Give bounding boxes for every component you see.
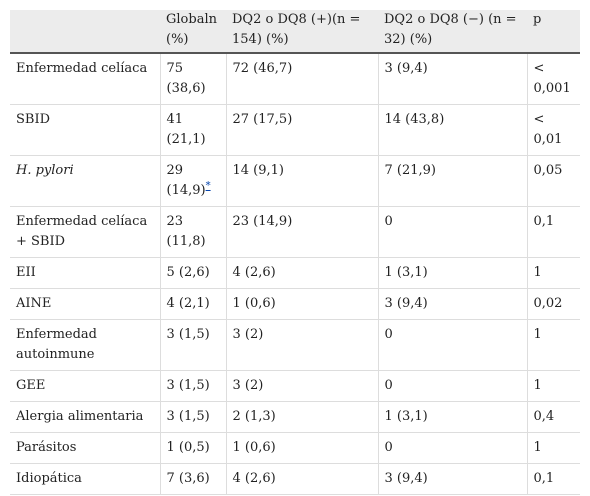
- cell-dq-negative: 7 (21,9): [377, 155, 527, 207]
- cell-dq-negative: 1 (3,1): [377, 401, 527, 433]
- header-dq-negative: DQ2 o DQ8 (−) (n = 32) (%): [378, 10, 527, 54]
- table-row: EII 5 (2,6) 4 (2,6) 1 (3,1) 1: [10, 257, 580, 289]
- cell-p-value: 0,1: [526, 206, 580, 258]
- table-row: H. pylori 29 (14,9)* 14 (9,1) 7 (21,9) 0…: [10, 155, 580, 207]
- footnote-link[interactable]: *: [205, 180, 211, 192]
- cell-global: 4 (2,1): [159, 288, 226, 320]
- cell-p-value: 1: [526, 257, 580, 289]
- table-row: Parásitos 1 (0,5) 1 (0,6) 0 1: [10, 432, 580, 464]
- cell-dq-negative: 14 (43,8): [377, 104, 527, 156]
- table-row: Enfermedad autoinmune 3 (1,5) 3 (2) 0 1: [10, 319, 580, 371]
- table-row: GEE 3 (1,5) 3 (2) 0 1: [10, 370, 580, 402]
- cell-p-value: 1: [526, 370, 580, 402]
- row-label: AINE: [10, 288, 160, 320]
- cell-global-value: 29 (14,9): [166, 163, 206, 198]
- cell-dq-positive: 2 (1,3): [225, 401, 378, 433]
- cell-dq-negative: 3 (9,4): [377, 288, 527, 320]
- row-label: H. pylori: [10, 155, 160, 207]
- row-label: GEE: [10, 370, 160, 402]
- cell-global: 29 (14,9)*: [159, 155, 226, 207]
- table-row: Enfermedad celíaca 75 (38,6) 72 (46,7) 3…: [10, 53, 580, 105]
- header-p-value: p: [527, 10, 580, 54]
- table-row: AINE 4 (2,1) 1 (0,6) 3 (9,4) 0,02: [10, 288, 580, 320]
- row-label: Alergia alimentaria: [10, 401, 160, 433]
- header-dq-positive: DQ2 o DQ8 (+)(n = 154) (%): [226, 10, 378, 54]
- row-label: Enfermedad autoinmune: [10, 319, 160, 371]
- row-label: Enfermedad celíaca + SBID: [10, 206, 160, 258]
- cell-dq-negative: 0: [377, 206, 527, 258]
- table-row: Idiopática 7 (3,6) 4 (2,6) 3 (9,4) 0,1: [10, 463, 580, 495]
- cell-dq-positive: 72 (46,7): [225, 53, 378, 105]
- cell-p-value: 0,1: [526, 463, 580, 495]
- cell-global: 1 (0,5): [159, 432, 226, 464]
- header-blank: [10, 10, 160, 54]
- cell-global: 3 (1,5): [159, 319, 226, 371]
- header-global: Globaln (%): [160, 10, 226, 54]
- cell-dq-negative: 0: [377, 370, 527, 402]
- cell-dq-negative: 0: [377, 432, 527, 464]
- row-label: Idiopática: [10, 463, 160, 495]
- cell-dq-negative: 3 (9,4): [377, 463, 527, 495]
- cell-p-value: 0,4: [526, 401, 580, 433]
- cell-dq-positive: 3 (2): [225, 370, 378, 402]
- cell-dq-positive: 23 (14,9): [225, 206, 378, 258]
- cell-dq-positive: 1 (0,6): [225, 432, 378, 464]
- cell-p-value: 0,02: [526, 288, 580, 320]
- cell-p-value: 1: [526, 319, 580, 371]
- cell-p-value: 1: [526, 432, 580, 464]
- cell-global: 41 (21,1): [159, 104, 226, 156]
- cell-dq-positive: 3 (2): [225, 319, 378, 371]
- cell-dq-positive: 4 (2,6): [225, 257, 378, 289]
- row-label: Parásitos: [10, 432, 160, 464]
- cell-dq-negative: 1 (3,1): [377, 257, 527, 289]
- row-label: EII: [10, 257, 160, 289]
- cell-p-value: 0,05: [526, 155, 580, 207]
- cell-p-value: < 0,01: [526, 104, 580, 156]
- cell-global: 3 (1,5): [159, 370, 226, 402]
- row-label: Enfermedad celíaca: [10, 53, 160, 105]
- cell-global: 5 (2,6): [159, 257, 226, 289]
- table-row: Enfermedad celíaca + SBID 23 (11,8) 23 (…: [10, 206, 580, 258]
- cell-dq-positive: 1 (0,6): [225, 288, 378, 320]
- results-table: Globaln (%) DQ2 o DQ8 (+)(n = 154) (%) D…: [10, 10, 580, 495]
- row-label: SBID: [10, 104, 160, 156]
- cell-global: 7 (3,6): [159, 463, 226, 495]
- row-label-italic: H. pylori: [16, 163, 74, 178]
- results-table-container: Globaln (%) DQ2 o DQ8 (+)(n = 154) (%) D…: [10, 10, 580, 495]
- cell-global: 75 (38,6): [159, 53, 226, 105]
- cell-global: 3 (1,5): [159, 401, 226, 433]
- cell-dq-positive: 27 (17,5): [225, 104, 378, 156]
- cell-dq-positive: 14 (9,1): [225, 155, 378, 207]
- cell-dq-negative: 3 (9,4): [377, 53, 527, 105]
- cell-dq-positive: 4 (2,6): [225, 463, 378, 495]
- cell-dq-negative: 0: [377, 319, 527, 371]
- cell-p-value: < 0,001: [526, 53, 580, 105]
- table-row: Alergia alimentaria 3 (1,5) 2 (1,3) 1 (3…: [10, 401, 580, 433]
- cell-global: 23 (11,8): [159, 206, 226, 258]
- table-header-row: Globaln (%) DQ2 o DQ8 (+)(n = 154) (%) D…: [10, 10, 580, 54]
- table-row: SBID 41 (21,1) 27 (17,5) 14 (43,8) < 0,0…: [10, 104, 580, 156]
